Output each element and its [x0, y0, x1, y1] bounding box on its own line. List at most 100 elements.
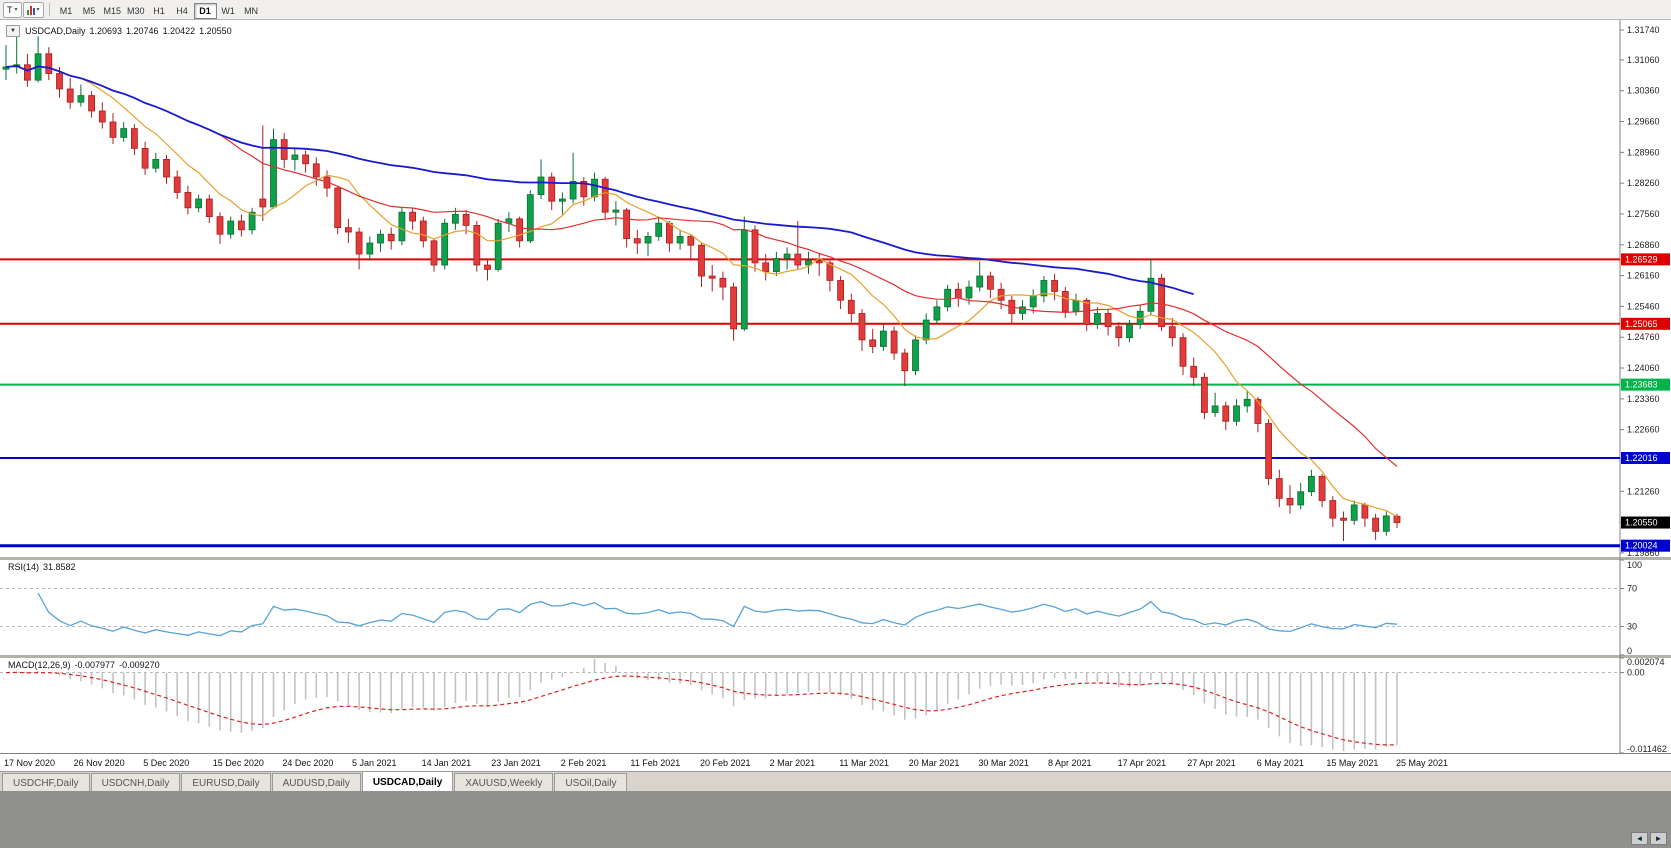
rsi-tick-label: 0 — [1627, 646, 1632, 656]
date-label: 26 Nov 2020 — [73, 758, 125, 768]
tab-usdcnh-daily[interactable]: USDCNH,Daily — [90, 773, 181, 791]
indicators-button[interactable]: ▾ — [22, 1, 44, 18]
candle — [730, 282, 737, 341]
candle — [45, 47, 53, 81]
candle — [120, 121, 128, 142]
timeframe-w1[interactable]: W1 — [217, 3, 240, 19]
candle — [88, 91, 95, 118]
date-label: 20 Mar 2021 — [908, 758, 960, 768]
candle — [344, 218, 352, 244]
candle — [387, 227, 395, 250]
candle — [1201, 372, 1208, 420]
candle — [976, 261, 984, 292]
ma-mid-line — [5, 65, 1398, 467]
candle — [644, 232, 652, 257]
candle — [494, 218, 502, 272]
candle — [601, 177, 609, 219]
candle — [1168, 317, 1176, 347]
scroll-right-button[interactable]: ► — [1650, 832, 1667, 845]
candle — [569, 152, 577, 204]
svg-text:1.20550: 1.20550 — [1625, 518, 1658, 528]
candle — [109, 113, 117, 144]
scroll-left-button[interactable]: ◄ — [1631, 832, 1648, 845]
y-tick-label: 1.19860 — [1627, 548, 1660, 558]
rsi-tick-label: 70 — [1627, 584, 1637, 594]
y-tick-label: 1.31060 — [1627, 55, 1660, 65]
candle — [184, 185, 192, 215]
candle — [783, 247, 791, 270]
candle — [847, 293, 855, 323]
rsi-tick-label: 30 — [1627, 622, 1637, 632]
timeframe-m30[interactable]: M30 — [124, 3, 148, 19]
macd-histogram — [15, 658, 1398, 752]
candle — [173, 170, 181, 200]
candle — [366, 236, 374, 261]
candle — [291, 148, 299, 171]
y-tick-label: 1.28960 — [1627, 147, 1660, 157]
timeframe-m1[interactable]: M1 — [55, 3, 78, 19]
candle — [98, 102, 106, 129]
date-label: 30 Mar 2021 — [978, 758, 1029, 768]
ma-slow-line — [5, 64, 1194, 295]
timeframe-m5[interactable]: M5 — [78, 3, 101, 19]
date-label: 14 Jan 2021 — [421, 758, 472, 768]
candle — [1019, 300, 1026, 321]
tab-usdcad-daily[interactable]: USDCAD,Daily — [361, 771, 454, 791]
candle — [409, 207, 417, 230]
y-tick-label: 1.29660 — [1627, 117, 1660, 127]
candle — [1297, 482, 1305, 510]
candle — [698, 243, 705, 288]
candle — [237, 214, 245, 237]
date-axis: 17 Nov 2020 26 Nov 2020 5 Dec 2020 15 Dec 2… — [0, 753, 1671, 771]
candle — [355, 227, 363, 270]
y-tick-label: 1.30360 — [1627, 86, 1660, 96]
macd-signal-value: -0.009270 — [119, 660, 160, 670]
date-label: 25 May 2021 — [1396, 758, 1449, 768]
timeframe-m15[interactable]: M15 — [101, 3, 125, 19]
candle — [1318, 474, 1326, 508]
candle — [805, 251, 812, 274]
y-tick-label: 1.25460 — [1627, 301, 1660, 311]
candle — [526, 190, 534, 244]
timeframe-mn[interactable]: MN — [240, 3, 263, 19]
caret-down-icon: ▾ — [14, 7, 18, 13]
candle — [1104, 309, 1112, 336]
timeframe-d1[interactable]: D1 — [193, 2, 217, 19]
panel-splitter[interactable] — [0, 655, 1671, 658]
tab-eurusd-daily[interactable]: EURUSD,Daily — [181, 773, 271, 791]
date-label: 23 Jan 2021 — [491, 758, 541, 768]
candle — [794, 221, 802, 270]
candle — [334, 185, 342, 235]
candle — [1340, 511, 1347, 542]
candle — [141, 141, 149, 175]
caret-down-icon: ▾ — [36, 7, 40, 13]
ohlc-open: 1.20693 — [89, 26, 123, 36]
candle — [484, 258, 491, 281]
timeframe-h4[interactable]: H4 — [171, 3, 194, 19]
rsi-label: RSI(14) — [8, 562, 40, 572]
macd-main-value: -0.007977 — [74, 660, 116, 670]
panel-splitter[interactable] — [0, 557, 1671, 560]
tab-audusd-daily[interactable]: AUDUSD,Daily — [271, 773, 361, 791]
y-tick-label: 1.28260 — [1627, 178, 1660, 188]
candle — [708, 265, 716, 292]
y-tick-label: 1.31740 — [1627, 25, 1660, 35]
chart-tools-button[interactable]: T ▾ — [3, 1, 22, 18]
rsi-value: 31.8582 — [43, 562, 76, 572]
collapse-toggle-icon[interactable]: ▼ — [6, 25, 20, 37]
candle — [912, 335, 919, 376]
tab-usdchf-daily[interactable]: USDCHF,Daily — [2, 773, 90, 791]
tab-xauusd-weekly[interactable]: XAUUSD,Weekly — [454, 773, 554, 791]
y-tick-label: 1.27560 — [1627, 209, 1660, 219]
timeframe-h1[interactable]: H1 — [148, 3, 171, 19]
svg-text:1.25065: 1.25065 — [1625, 319, 1658, 329]
chart-canvas[interactable]: 1.31740 1.31060 1.30360 1.29660 1.28960 1.282… — [0, 20, 1671, 754]
candle — [259, 125, 267, 222]
price-tag: 1.25065 — [1621, 317, 1670, 330]
macd-panel-label: MACD(12,26,9) -0.007977 -0.009270 — [8, 660, 164, 670]
candle — [1265, 419, 1272, 486]
tab-scrollbar: ◄ ► — [1631, 832, 1667, 845]
candle — [559, 192, 566, 215]
candle — [77, 84, 85, 107]
tab-usoil-daily[interactable]: USOil,Daily — [554, 773, 628, 791]
